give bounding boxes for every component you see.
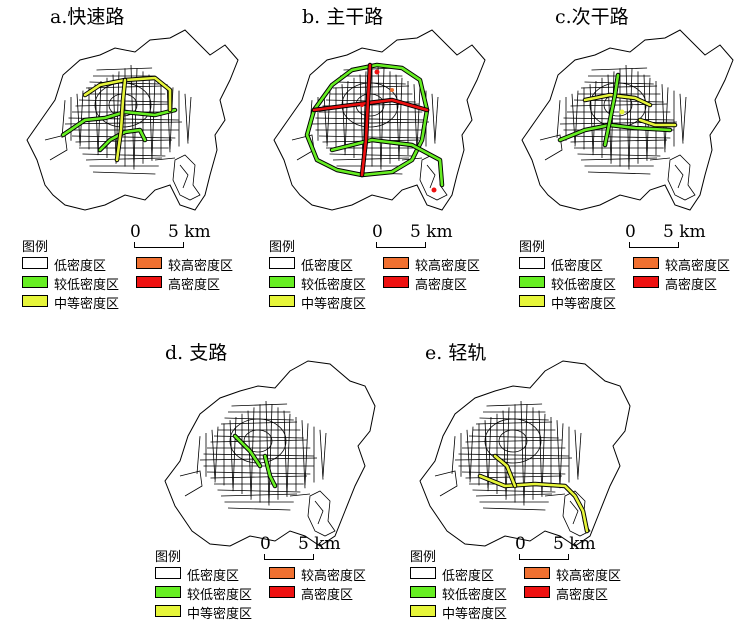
legend-swatch [524,586,550,598]
scale-five: 5 km [410,222,453,242]
scale-zero: 0 [625,222,636,242]
panel-title: d. 支路 [165,342,228,364]
density-overlay [477,453,590,534]
legend-title: 图例 [519,240,546,255]
legend-label: 高密度区 [301,588,354,603]
legend-label: 低密度区 [187,569,240,584]
legend-label: 中等密度区 [301,297,367,312]
density-map [26,29,239,211]
legend-swatch [269,257,295,269]
density-map [273,29,486,211]
scale-zero: 0 [515,534,526,554]
legend-label: 较低密度区 [54,278,120,293]
legend-swatch [22,276,48,288]
density-overlay [60,75,178,163]
legend-swatch [383,276,409,288]
legend-label: 中等密度区 [442,607,508,622]
legend-label: 低密度区 [54,259,107,274]
panel-c: c.次干路 0 5 km 图例 低密度区较低密度区中等密度区 较高密度区高密度区 [500,0,750,316]
legend-swatch [519,295,545,307]
legend-swatch [519,276,545,288]
legend-title: 图例 [410,550,437,565]
city-boundary [419,360,631,547]
scale-zero: 0 [260,534,271,554]
scale-five: 5 km [663,222,706,242]
legend-label: 低密度区 [301,259,354,274]
panel-title: c.次干路 [555,6,629,28]
legend-label: 中等密度区 [551,297,617,312]
legend-label: 低密度区 [551,259,604,274]
density-overlay [232,433,278,489]
legend-swatch [269,567,295,579]
density-map [164,360,376,547]
density-overlay [557,72,678,148]
scale-five: 5 km [553,534,596,554]
legend-label: 较高密度区 [665,259,731,274]
density-overlay [304,62,445,193]
legend-swatch [633,257,659,269]
scale-five: 5 km [298,534,341,554]
legend-swatch [136,276,162,288]
legend-label: 低密度区 [442,569,495,584]
panel-title: e. 轻轨 [425,342,487,364]
scale-five: 5 km [168,222,211,242]
legend-swatch [136,257,162,269]
legend-title: 图例 [155,550,182,565]
legend-swatch [155,605,181,617]
legend-label: 较高密度区 [556,569,622,584]
legend-label: 较高密度区 [415,259,481,274]
panel-e: e. 轻轨 0 5 km 图例 低密度区较低密度区中等密度区 较高密度区高密度区 [395,316,645,632]
panel-d: d. 支路 0 5 km 图例 低密度区较低密度区中等密度区 较高密度区高密度区 [140,316,390,632]
legend-swatch [22,295,48,307]
legend-label: 较低密度区 [551,278,617,293]
legend-label: 较高密度区 [301,569,367,584]
legend-swatch [519,257,545,269]
legend-swatch [524,567,550,579]
legend-swatch [155,567,181,579]
legend-label: 较低密度区 [187,588,253,603]
density-map [419,360,631,547]
legend-swatch [633,276,659,288]
legend-swatch [410,586,436,598]
legend-label: 高密度区 [415,278,468,293]
panel-title: b. 主干路 [302,6,384,28]
city-boundary [164,360,376,547]
legend-swatch [155,586,181,598]
legend-swatch [269,276,295,288]
scale-zero: 0 [372,222,383,242]
legend-label: 中等密度区 [54,297,120,312]
legend-label: 高密度区 [556,588,609,603]
scale-zero: 0 [130,222,141,242]
panel-title: a.快速路 [50,6,125,28]
legend-swatch [410,567,436,579]
legend-swatch [383,257,409,269]
legend-label: 高密度区 [168,278,221,293]
legend-label: 较高密度区 [168,259,234,274]
legend-title: 图例 [22,240,49,255]
legend-label: 中等密度区 [187,607,253,622]
legend-swatch [22,257,48,269]
legend-label: 较低密度区 [442,588,508,603]
legend-swatch [269,586,295,598]
legend-label: 高密度区 [665,278,718,293]
legend-label: 较低密度区 [301,278,367,293]
road-network [539,64,696,201]
density-map [521,29,734,211]
legend-swatch [410,605,436,617]
panel-b: b. 主干路 0 5 km 图例 低密度区较低密度区中等密度区 较高密度区高密度区 [252,0,502,316]
panel-a: a.快速路 0 5 km 图例 低密度区较低密度区中等密度区 较高密度区高密度区 [5,0,255,316]
road-network [44,64,201,201]
legend-swatch [269,295,295,307]
legend-title: 图例 [269,240,296,255]
